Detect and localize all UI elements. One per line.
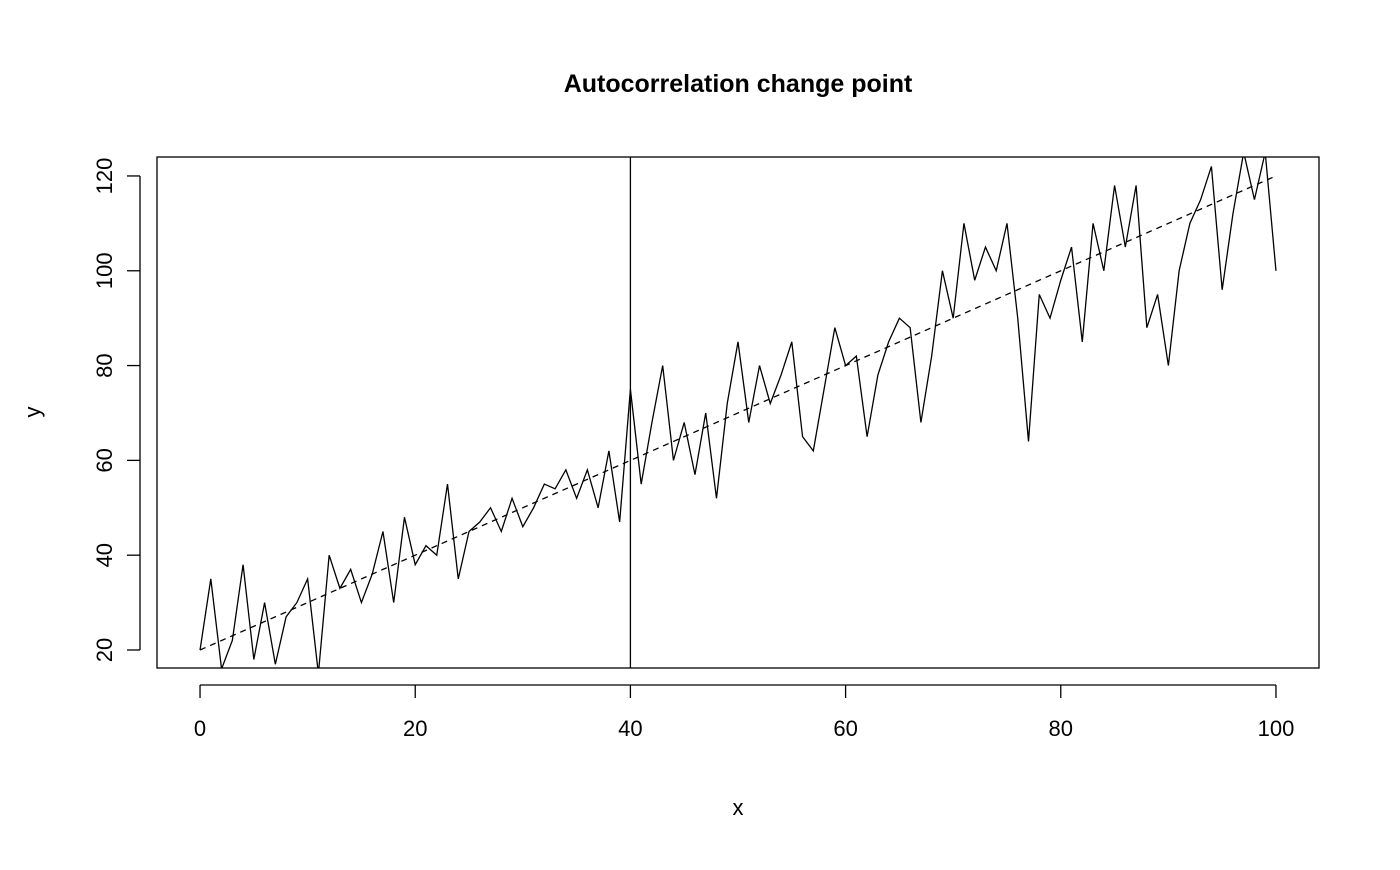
- y-tick-label: 120: [92, 158, 117, 195]
- y-tick-label: 60: [92, 448, 117, 472]
- trend-line: [199, 175, 1277, 651]
- data-line: [199, 157, 1277, 668]
- y-tick-label: 100: [92, 252, 117, 289]
- x-tick-label: 80: [1049, 716, 1073, 741]
- y-tick-label: 40: [92, 543, 117, 567]
- x-tick-label: 20: [403, 716, 427, 741]
- y-axis-label: y: [20, 407, 45, 418]
- y-tick-label: 80: [92, 353, 117, 377]
- x-tick-label: 40: [618, 716, 642, 741]
- x-axis-label: x: [733, 795, 744, 820]
- plot-box: [156, 156, 1320, 669]
- chart-title: Autocorrelation change point: [564, 70, 913, 98]
- x-tick-label: 0: [194, 716, 206, 741]
- plot-area: [199, 157, 1277, 668]
- x-tick-label: 100: [1258, 716, 1295, 741]
- y-tick-label: 20: [92, 638, 117, 662]
- x-tick-label: 60: [833, 716, 857, 741]
